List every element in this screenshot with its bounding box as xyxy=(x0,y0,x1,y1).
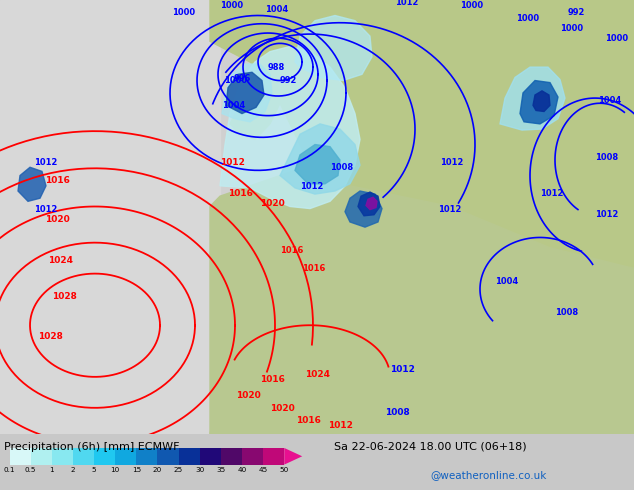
Bar xyxy=(94,448,115,465)
Text: 1012: 1012 xyxy=(390,365,415,374)
Polygon shape xyxy=(280,124,360,194)
Text: 1000: 1000 xyxy=(560,24,583,33)
Text: 50: 50 xyxy=(280,467,289,473)
Bar xyxy=(157,448,179,465)
Text: 1020: 1020 xyxy=(45,215,70,224)
Text: Precipitation (6h) [mm] ECMWF: Precipitation (6h) [mm] ECMWF xyxy=(4,441,179,452)
Text: 10: 10 xyxy=(110,467,120,473)
Text: 988: 988 xyxy=(268,63,285,72)
Polygon shape xyxy=(310,0,420,124)
Bar xyxy=(221,448,242,465)
Polygon shape xyxy=(220,47,360,209)
Text: 1: 1 xyxy=(49,467,54,473)
Polygon shape xyxy=(210,0,634,434)
Text: 1012: 1012 xyxy=(395,0,418,7)
Polygon shape xyxy=(284,448,302,465)
Polygon shape xyxy=(358,192,380,216)
Text: 25: 25 xyxy=(174,467,183,473)
Text: 0.5: 0.5 xyxy=(25,467,36,473)
Polygon shape xyxy=(295,145,340,184)
Text: 1000: 1000 xyxy=(516,14,539,23)
Text: 1008: 1008 xyxy=(385,408,410,417)
Polygon shape xyxy=(500,67,565,130)
Text: 992: 992 xyxy=(568,8,585,18)
Bar xyxy=(179,448,200,465)
Text: 1012: 1012 xyxy=(34,205,57,214)
Polygon shape xyxy=(226,72,264,114)
Text: 1012: 1012 xyxy=(540,189,564,198)
Text: 1020: 1020 xyxy=(270,404,295,413)
Text: 1004: 1004 xyxy=(222,101,245,110)
Bar xyxy=(242,448,263,465)
Text: 45: 45 xyxy=(259,467,268,473)
Text: 1028: 1028 xyxy=(38,332,63,341)
Polygon shape xyxy=(345,191,382,227)
Polygon shape xyxy=(295,16,372,80)
Polygon shape xyxy=(18,167,46,201)
Text: 1008: 1008 xyxy=(555,308,578,317)
Text: 1008: 1008 xyxy=(595,153,618,162)
Text: 996: 996 xyxy=(234,74,251,82)
Bar xyxy=(200,448,221,465)
Text: 1012: 1012 xyxy=(328,421,353,431)
Polygon shape xyxy=(533,91,550,112)
Text: 1016: 1016 xyxy=(280,246,304,255)
Polygon shape xyxy=(222,64,272,122)
Text: 5: 5 xyxy=(92,467,96,473)
Text: 40: 40 xyxy=(237,467,247,473)
Text: 1024: 1024 xyxy=(305,370,330,379)
Text: 1012: 1012 xyxy=(34,158,57,167)
Bar xyxy=(52,448,73,465)
Text: 0.1: 0.1 xyxy=(4,467,15,473)
Text: 1000: 1000 xyxy=(224,75,247,85)
Text: 20: 20 xyxy=(153,467,162,473)
Bar xyxy=(73,448,94,465)
Text: 1024: 1024 xyxy=(48,256,73,265)
Text: 1016: 1016 xyxy=(260,375,285,384)
Text: 1016: 1016 xyxy=(296,416,321,425)
Text: 1016: 1016 xyxy=(302,264,325,272)
Text: 1000: 1000 xyxy=(460,1,483,10)
Text: 1004: 1004 xyxy=(598,96,621,105)
Text: 1016: 1016 xyxy=(228,189,253,198)
Bar xyxy=(0,0,220,434)
Text: 2: 2 xyxy=(70,467,75,473)
Text: 1016: 1016 xyxy=(45,176,70,185)
Text: 15: 15 xyxy=(132,467,141,473)
Polygon shape xyxy=(230,51,285,139)
Text: 1000: 1000 xyxy=(605,34,628,43)
Text: 1000: 1000 xyxy=(172,8,195,18)
Text: 1004: 1004 xyxy=(265,5,288,14)
Text: 1028: 1028 xyxy=(52,293,77,301)
Text: 992: 992 xyxy=(280,75,297,85)
Text: 1004: 1004 xyxy=(495,277,518,286)
Text: 1008: 1008 xyxy=(330,163,353,172)
Text: 1012: 1012 xyxy=(220,158,245,167)
Bar xyxy=(30,448,52,465)
Text: 1020: 1020 xyxy=(236,391,261,399)
Polygon shape xyxy=(210,165,634,434)
Text: 1012: 1012 xyxy=(595,210,618,219)
Text: 1020: 1020 xyxy=(260,199,285,209)
Bar xyxy=(136,448,157,465)
Polygon shape xyxy=(520,80,558,124)
Text: 1000: 1000 xyxy=(220,1,243,10)
Text: 30: 30 xyxy=(195,467,204,473)
Bar xyxy=(263,448,284,465)
Bar xyxy=(10,448,30,465)
Text: 35: 35 xyxy=(216,467,226,473)
Text: 1012: 1012 xyxy=(438,205,462,214)
Text: @weatheronline.co.uk: @weatheronline.co.uk xyxy=(430,470,547,480)
Polygon shape xyxy=(366,197,377,210)
Text: Sa 22-06-2024 18.00 UTC (06+18): Sa 22-06-2024 18.00 UTC (06+18) xyxy=(334,441,527,452)
Bar xyxy=(115,448,136,465)
Text: 1012: 1012 xyxy=(300,182,323,191)
Text: 1012: 1012 xyxy=(440,158,463,167)
